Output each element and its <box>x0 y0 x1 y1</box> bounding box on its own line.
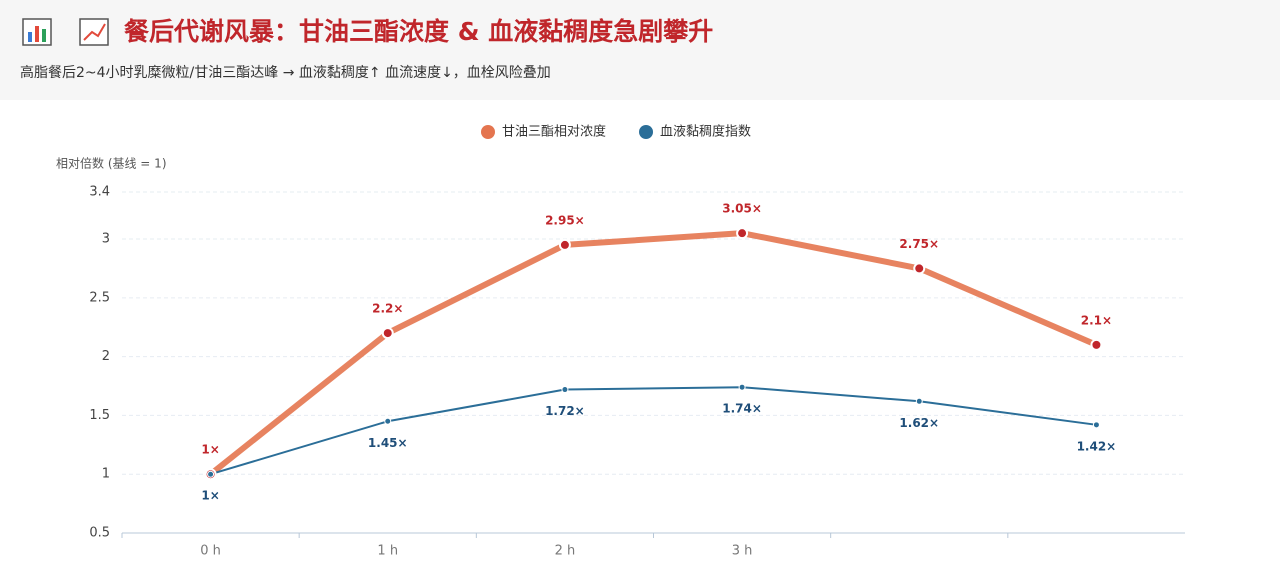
point <box>207 470 215 478</box>
value-label: 1.62× <box>899 416 939 430</box>
point <box>1092 421 1100 429</box>
legend-label: 血液黏稠度指数 <box>660 124 751 140</box>
y-tick-label: 2.5 <box>89 290 110 305</box>
header-bg <box>0 0 1280 100</box>
point <box>915 397 923 405</box>
point <box>381 327 394 340</box>
y-tick-label: 3.4 <box>89 185 110 200</box>
value-label: 1× <box>201 443 219 457</box>
bar-icon <box>22 18 52 46</box>
x-tick-label: 3 h <box>732 544 753 559</box>
point <box>384 417 392 425</box>
value-label: 2.75× <box>899 237 939 251</box>
y-tick-label: 1 <box>102 467 110 482</box>
point <box>738 383 746 391</box>
value-label: 3.05× <box>722 202 762 216</box>
point <box>913 262 926 275</box>
value-label: 1× <box>201 489 219 503</box>
x-tick-label: 0 h <box>200 544 221 559</box>
series-line <box>208 230 1098 477</box>
point <box>558 238 571 251</box>
legend-marker <box>639 125 654 139</box>
value-label: 1.72× <box>545 404 585 418</box>
y-tick-label: 3 <box>102 232 110 247</box>
value-label: 2.95× <box>545 213 585 227</box>
point <box>561 386 569 394</box>
value-label: 1.42× <box>1077 439 1117 453</box>
chart-subtitle: 高脂餐后2~4小时乳糜微粒/甘油三酯达峰 → 血液黏稠度↑ 血流速度↓，血栓风险… <box>20 64 551 81</box>
y-tick-label: 2 <box>102 349 110 364</box>
legend-marker <box>481 125 495 139</box>
y-tick-label: 0.5 <box>89 526 110 541</box>
value-label: 1.74× <box>722 402 762 416</box>
value-label: 1.45× <box>368 436 408 450</box>
y-tick-label: 1.5 <box>89 408 110 423</box>
value-label: 2.2× <box>372 302 403 316</box>
series-line <box>210 386 1097 476</box>
y-axis-label: 相对倍数 (基线 = 1) <box>56 156 167 171</box>
point <box>736 227 749 240</box>
value-label: 2.1× <box>1081 313 1112 327</box>
line-icon <box>79 18 109 46</box>
x-tick-label: 2 h <box>555 544 576 559</box>
point <box>1090 338 1103 351</box>
x-tick-label: 1 h <box>377 544 398 559</box>
legend-label: 甘油三酯相对浓度 <box>502 124 606 140</box>
chart-title: 餐后代谢风暴：甘油三酯浓度 & 血液黏稠度急剧攀升 <box>124 17 713 46</box>
